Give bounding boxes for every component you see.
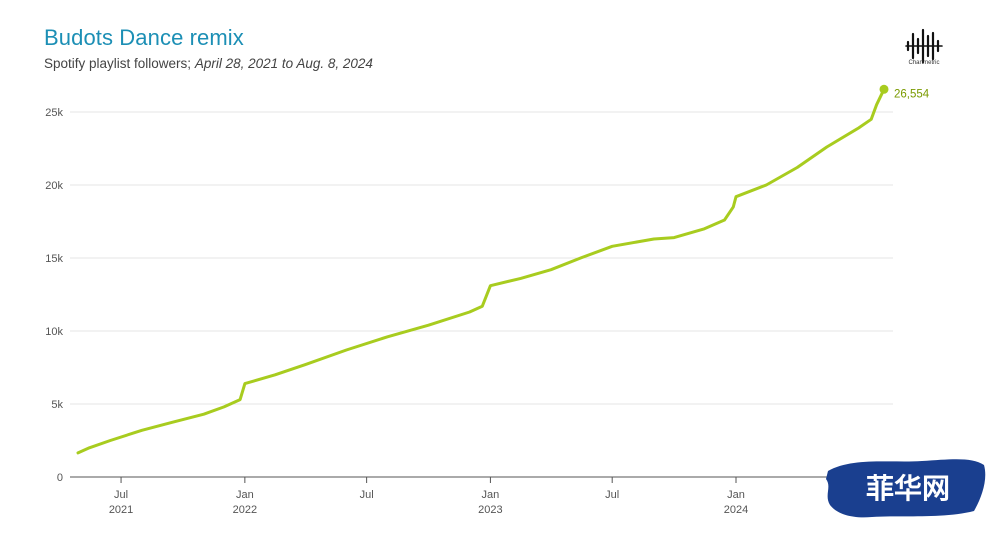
x-tick-label: Jan bbox=[236, 489, 254, 501]
watermark: 菲华网 bbox=[826, 459, 986, 518]
x-tick-year-label: 2021 bbox=[109, 504, 133, 516]
chart-subtitle: Spotify playlist followers; April 28, 20… bbox=[44, 56, 373, 71]
subtitle-prefix: Spotify playlist followers; bbox=[44, 56, 195, 71]
watermark-brush-shape bbox=[826, 459, 986, 518]
x-tick-label: Jul bbox=[114, 489, 128, 501]
subtitle-date-range: April 28, 2021 to Aug. 8, 2024 bbox=[194, 56, 373, 71]
end-point-marker bbox=[879, 84, 889, 94]
x-tick-year-label: 2024 bbox=[724, 504, 748, 516]
y-tick-label: 10k bbox=[45, 326, 63, 338]
logo-text: Chartmetric bbox=[908, 60, 940, 66]
chartmetric-waveform-icon bbox=[905, 28, 943, 64]
end-value-label: 26,554 bbox=[894, 88, 930, 100]
y-tick-label: 15k bbox=[45, 253, 63, 265]
series-line bbox=[76, 87, 886, 455]
x-tick-label: Jul bbox=[360, 489, 374, 501]
x-tick-year-label: 2023 bbox=[478, 504, 502, 516]
x-tick-label: Jan bbox=[482, 489, 500, 501]
y-tick-label: 5k bbox=[51, 399, 63, 411]
y-tick-label: 20k bbox=[45, 180, 63, 192]
x-tick-label: Jul bbox=[605, 489, 619, 501]
chart-title: Budots Dance remix bbox=[44, 25, 244, 50]
x-tick-year-label: 2022 bbox=[233, 504, 257, 516]
watermark-text: 菲华网 bbox=[866, 472, 950, 505]
x-tick-label: Jan bbox=[727, 489, 745, 501]
y-tick-label: 0 bbox=[57, 472, 63, 484]
y-tick-label: 25k bbox=[45, 107, 63, 119]
